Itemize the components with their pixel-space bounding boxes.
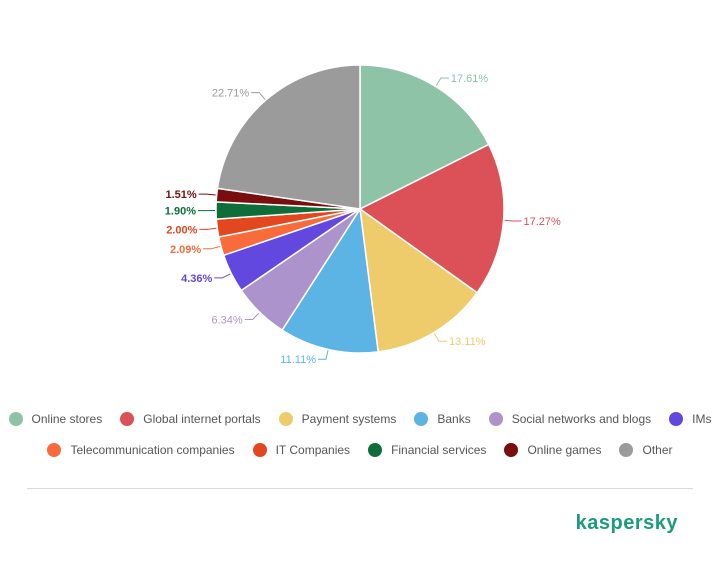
leader-line-payment-systems — [433, 333, 447, 342]
kaspersky-logo: kaspersky — [575, 512, 678, 534]
legend-swatch-banks — [414, 412, 429, 426]
legend-item-online-games[interactable]: Online games — [504, 443, 601, 457]
legend-label: Online stores — [31, 412, 103, 426]
legend-label: IT Companies — [275, 443, 351, 457]
leader-line-online-stores — [435, 77, 449, 86]
legend-item-banks[interactable]: Banks — [414, 412, 471, 426]
legend-swatch-telecommunication-companies — [47, 443, 62, 457]
legend-swatch-payment-systems — [278, 412, 293, 426]
legend-label: Online games — [527, 443, 602, 457]
leader-line-other — [251, 92, 266, 100]
data-label-ims: 4.36% — [181, 273, 212, 285]
legend-item-online-stores[interactable]: Online stores — [8, 412, 103, 426]
legend-label: Telecommunication companies — [70, 443, 235, 457]
legend-swatch-online-games — [504, 443, 519, 457]
leader-line-telecommunication-companies — [203, 246, 221, 250]
slice-online-stores — [359, 64, 490, 211]
pie-chart: 17.61% 17.27% 13.11% 11.11% 6.34% 4.36% 2.09% 2… — [165, 64, 562, 366]
data-label-other: 22.71% — [212, 88, 250, 100]
data-label-banks: 11.11% — [280, 354, 316, 366]
legend-item-payment-systems[interactable]: Payment systems — [278, 412, 397, 426]
legend-swatch-social-networks-and-blogs — [488, 412, 503, 426]
legend-swatch-ims — [669, 412, 684, 426]
legend-item-social-networks-and-blogs[interactable]: Social networks and blogs — [488, 412, 652, 426]
legend-swatch-global-internet-portals — [120, 412, 135, 426]
legend-label: Social networks and blogs — [511, 412, 652, 426]
data-label-global-internet-portals: 17.27% — [524, 216, 562, 228]
data-label-telecommunication-companies: 2.09% — [170, 244, 201, 256]
data-label-online-stores: 17.61% — [451, 73, 489, 85]
data-label-financial-services: 1.90% — [165, 206, 196, 218]
legend-label: Financial services — [391, 443, 487, 457]
leader-line-global-internet-portals — [504, 219, 522, 222]
legend-item-other[interactable]: Other — [619, 443, 673, 457]
divider — [27, 488, 693, 489]
slice-other — [216, 64, 361, 210]
legend-label: Other — [642, 443, 673, 457]
legend-label: Payment systems — [301, 412, 397, 426]
data-label-it-companies: 2.00% — [166, 224, 197, 236]
slice-payment-systems — [359, 207, 479, 353]
legend-item-telecommunication-companies[interactable]: Telecommunication companies — [47, 443, 235, 457]
legend-item-ims[interactable]: IMs — [669, 412, 711, 426]
data-label-social-networks-and-blogs: 6.34% — [211, 315, 242, 327]
leader-line-it-companies — [199, 227, 217, 230]
legend-swatch-financial-services — [368, 443, 383, 457]
data-label-online-games: 1.51% — [165, 189, 196, 201]
slice-global-internet-portals — [358, 143, 505, 294]
legend-item-global-internet-portals[interactable]: Global internet portals — [120, 412, 261, 426]
legend-row-1: Online stores Global internet portals Paym… — [0, 412, 720, 426]
leader-line-banks — [318, 350, 329, 360]
leader-line-ims — [214, 273, 231, 279]
leader-line-social-networks-and-blogs — [244, 312, 260, 320]
legend-item-financial-services[interactable]: Financial services — [368, 443, 486, 457]
legend-row-2: Telecommunication companies IT Companies F… — [0, 443, 720, 457]
legend-label: IMs — [692, 412, 712, 426]
legend-swatch-it-companies — [252, 443, 267, 457]
legend-swatch-other — [619, 443, 634, 457]
legend-item-it-companies[interactable]: IT Companies — [252, 443, 351, 457]
legend-swatch-online-stores — [8, 412, 23, 426]
slice-banks — [281, 206, 380, 354]
legend-label: Global internet portals — [143, 412, 261, 426]
data-label-payment-systems: 13.11% — [449, 336, 486, 348]
leader-line-online-games — [198, 193, 216, 196]
legend-label: Banks — [437, 412, 471, 426]
